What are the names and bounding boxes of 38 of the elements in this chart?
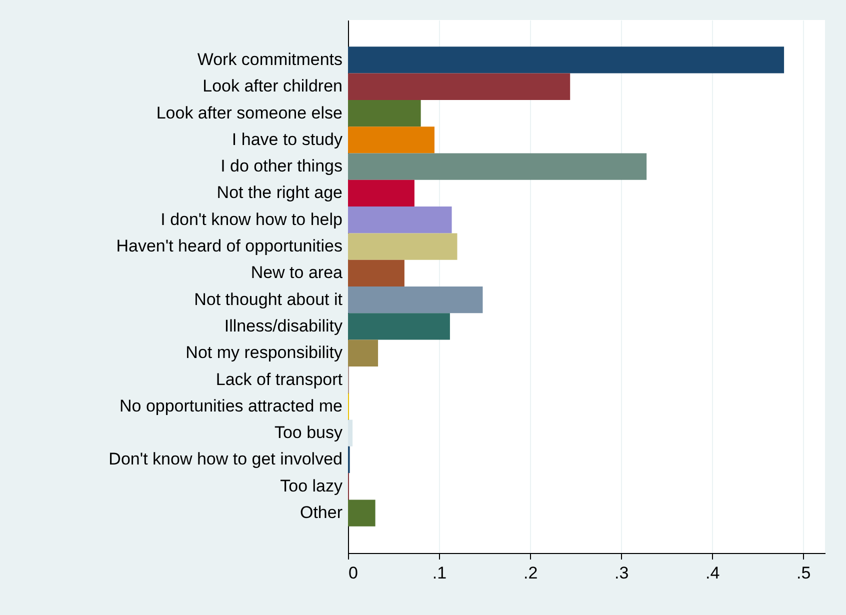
y-tick-label: Look after children bbox=[202, 76, 342, 96]
y-tick-label: Lack of transport bbox=[216, 370, 343, 389]
y-tick-label: Not thought about it bbox=[194, 290, 343, 309]
x-tick-label: .4 bbox=[706, 564, 720, 582]
x-tick-label: .5 bbox=[796, 564, 811, 582]
bar bbox=[348, 500, 376, 526]
y-tick-label: I don't know how to help bbox=[160, 210, 342, 229]
y-tick-label: I have to study bbox=[232, 130, 343, 149]
bar bbox=[348, 206, 452, 234]
x-tick-label: .1 bbox=[432, 564, 447, 582]
bar bbox=[348, 260, 404, 286]
bar bbox=[348, 180, 414, 207]
y-tick-label: Too lazy bbox=[280, 476, 343, 496]
bar bbox=[348, 73, 570, 100]
y-tick-label: I do other things bbox=[220, 156, 342, 176]
y-tick-label: Other bbox=[300, 503, 343, 522]
y-tick-label: Too busy bbox=[274, 423, 343, 442]
y-tick-label: Not the right age bbox=[216, 183, 342, 202]
bar bbox=[348, 340, 378, 366]
x-tick-label: 0 bbox=[348, 564, 358, 582]
y-tick-label: Not my responsibility bbox=[186, 343, 343, 362]
bar bbox=[348, 100, 421, 127]
y-tick-label: Don't know how to get involved bbox=[108, 450, 342, 469]
y-tick-label: Haven't heard of opportunities bbox=[116, 236, 342, 256]
y-tick-label: No opportunities attracted me bbox=[119, 396, 342, 416]
bar bbox=[348, 420, 353, 446]
bar bbox=[348, 126, 434, 154]
x-tick-label: .3 bbox=[614, 564, 629, 582]
y-tick-label: New to area bbox=[250, 263, 344, 282]
bar bbox=[348, 153, 647, 180]
bar bbox=[348, 286, 483, 314]
bar bbox=[348, 233, 458, 260]
bar bbox=[348, 313, 450, 340]
y-tick-label: Illness/disability bbox=[224, 316, 343, 336]
bar bbox=[348, 46, 784, 74]
y-tick-label: Work commitments bbox=[197, 50, 342, 69]
x-tick-label: .2 bbox=[523, 564, 538, 582]
y-tick-label: Look after someone else bbox=[156, 103, 342, 122]
